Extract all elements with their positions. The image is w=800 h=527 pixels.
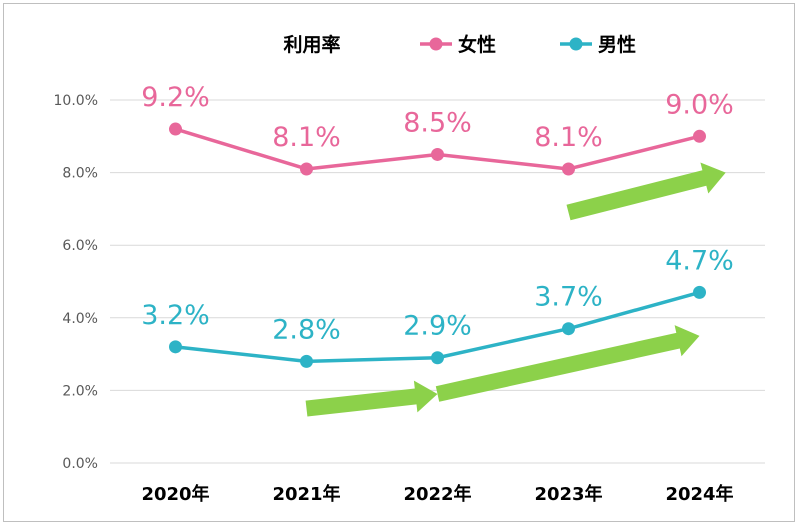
data-point	[300, 162, 313, 176]
x-tick-label: 2022年	[403, 483, 471, 505]
data-label: 9.0%	[665, 89, 734, 120]
data-label: 8.5%	[403, 107, 472, 138]
y-tick-label: 0.0%	[62, 456, 98, 472]
x-tick-label: 2021年	[272, 483, 340, 505]
gridlines	[110, 99, 765, 464]
data-point	[562, 162, 575, 176]
data-label: 9.2%	[141, 82, 210, 113]
trend-arrow	[305, 380, 438, 417]
data-label: 4.7%	[665, 245, 734, 276]
chart-frame	[3, 3, 795, 522]
x-tick-label: 2024年	[665, 483, 733, 505]
y-axis: 0.0% 2.0% 4.0% 6.0% 8.0% 10.0%	[54, 93, 98, 472]
legend: 利用率 女性 男性	[283, 33, 636, 56]
y-tick-label: 8.0%	[62, 166, 98, 182]
legend-marker	[429, 37, 443, 51]
legend-label: 男性	[598, 33, 636, 56]
data-label: 8.1%	[272, 122, 341, 153]
y-tick-label: 4.0%	[62, 311, 98, 327]
data-point	[693, 285, 706, 299]
data-point	[300, 354, 313, 368]
series	[169, 122, 706, 368]
y-tick-label: 10.0%	[54, 93, 98, 109]
data-label: 2.8%	[272, 314, 341, 345]
data-label: 8.1%	[534, 122, 603, 153]
data-point	[431, 147, 444, 161]
trend-arrows	[305, 162, 726, 417]
trend-arrow	[566, 162, 726, 221]
y-tick-label: 6.0%	[62, 238, 98, 254]
data-labels: 9.2% 8.1% 8.5% 8.1% 9.0% 3.2% 2.8% 2.9% 3.7% 4.7%	[141, 82, 734, 345]
legend-marker	[569, 37, 583, 51]
x-tick-label: 2020年	[141, 483, 209, 505]
x-axis: 2020年 2021年 2022年 2023年 2024年	[141, 483, 733, 505]
chart-title: 利用率	[283, 33, 340, 56]
trend-arrow	[435, 325, 700, 402]
data-point	[562, 322, 575, 336]
data-point	[693, 129, 706, 143]
legend-label: 女性	[458, 33, 496, 56]
data-point	[431, 351, 444, 365]
x-tick-label: 2023年	[534, 483, 602, 505]
data-label: 3.7%	[534, 282, 603, 313]
data-point	[169, 122, 182, 136]
data-label: 3.2%	[141, 300, 210, 331]
data-label: 2.9%	[403, 311, 472, 342]
y-tick-label: 2.0%	[62, 383, 98, 399]
data-point	[169, 340, 182, 354]
